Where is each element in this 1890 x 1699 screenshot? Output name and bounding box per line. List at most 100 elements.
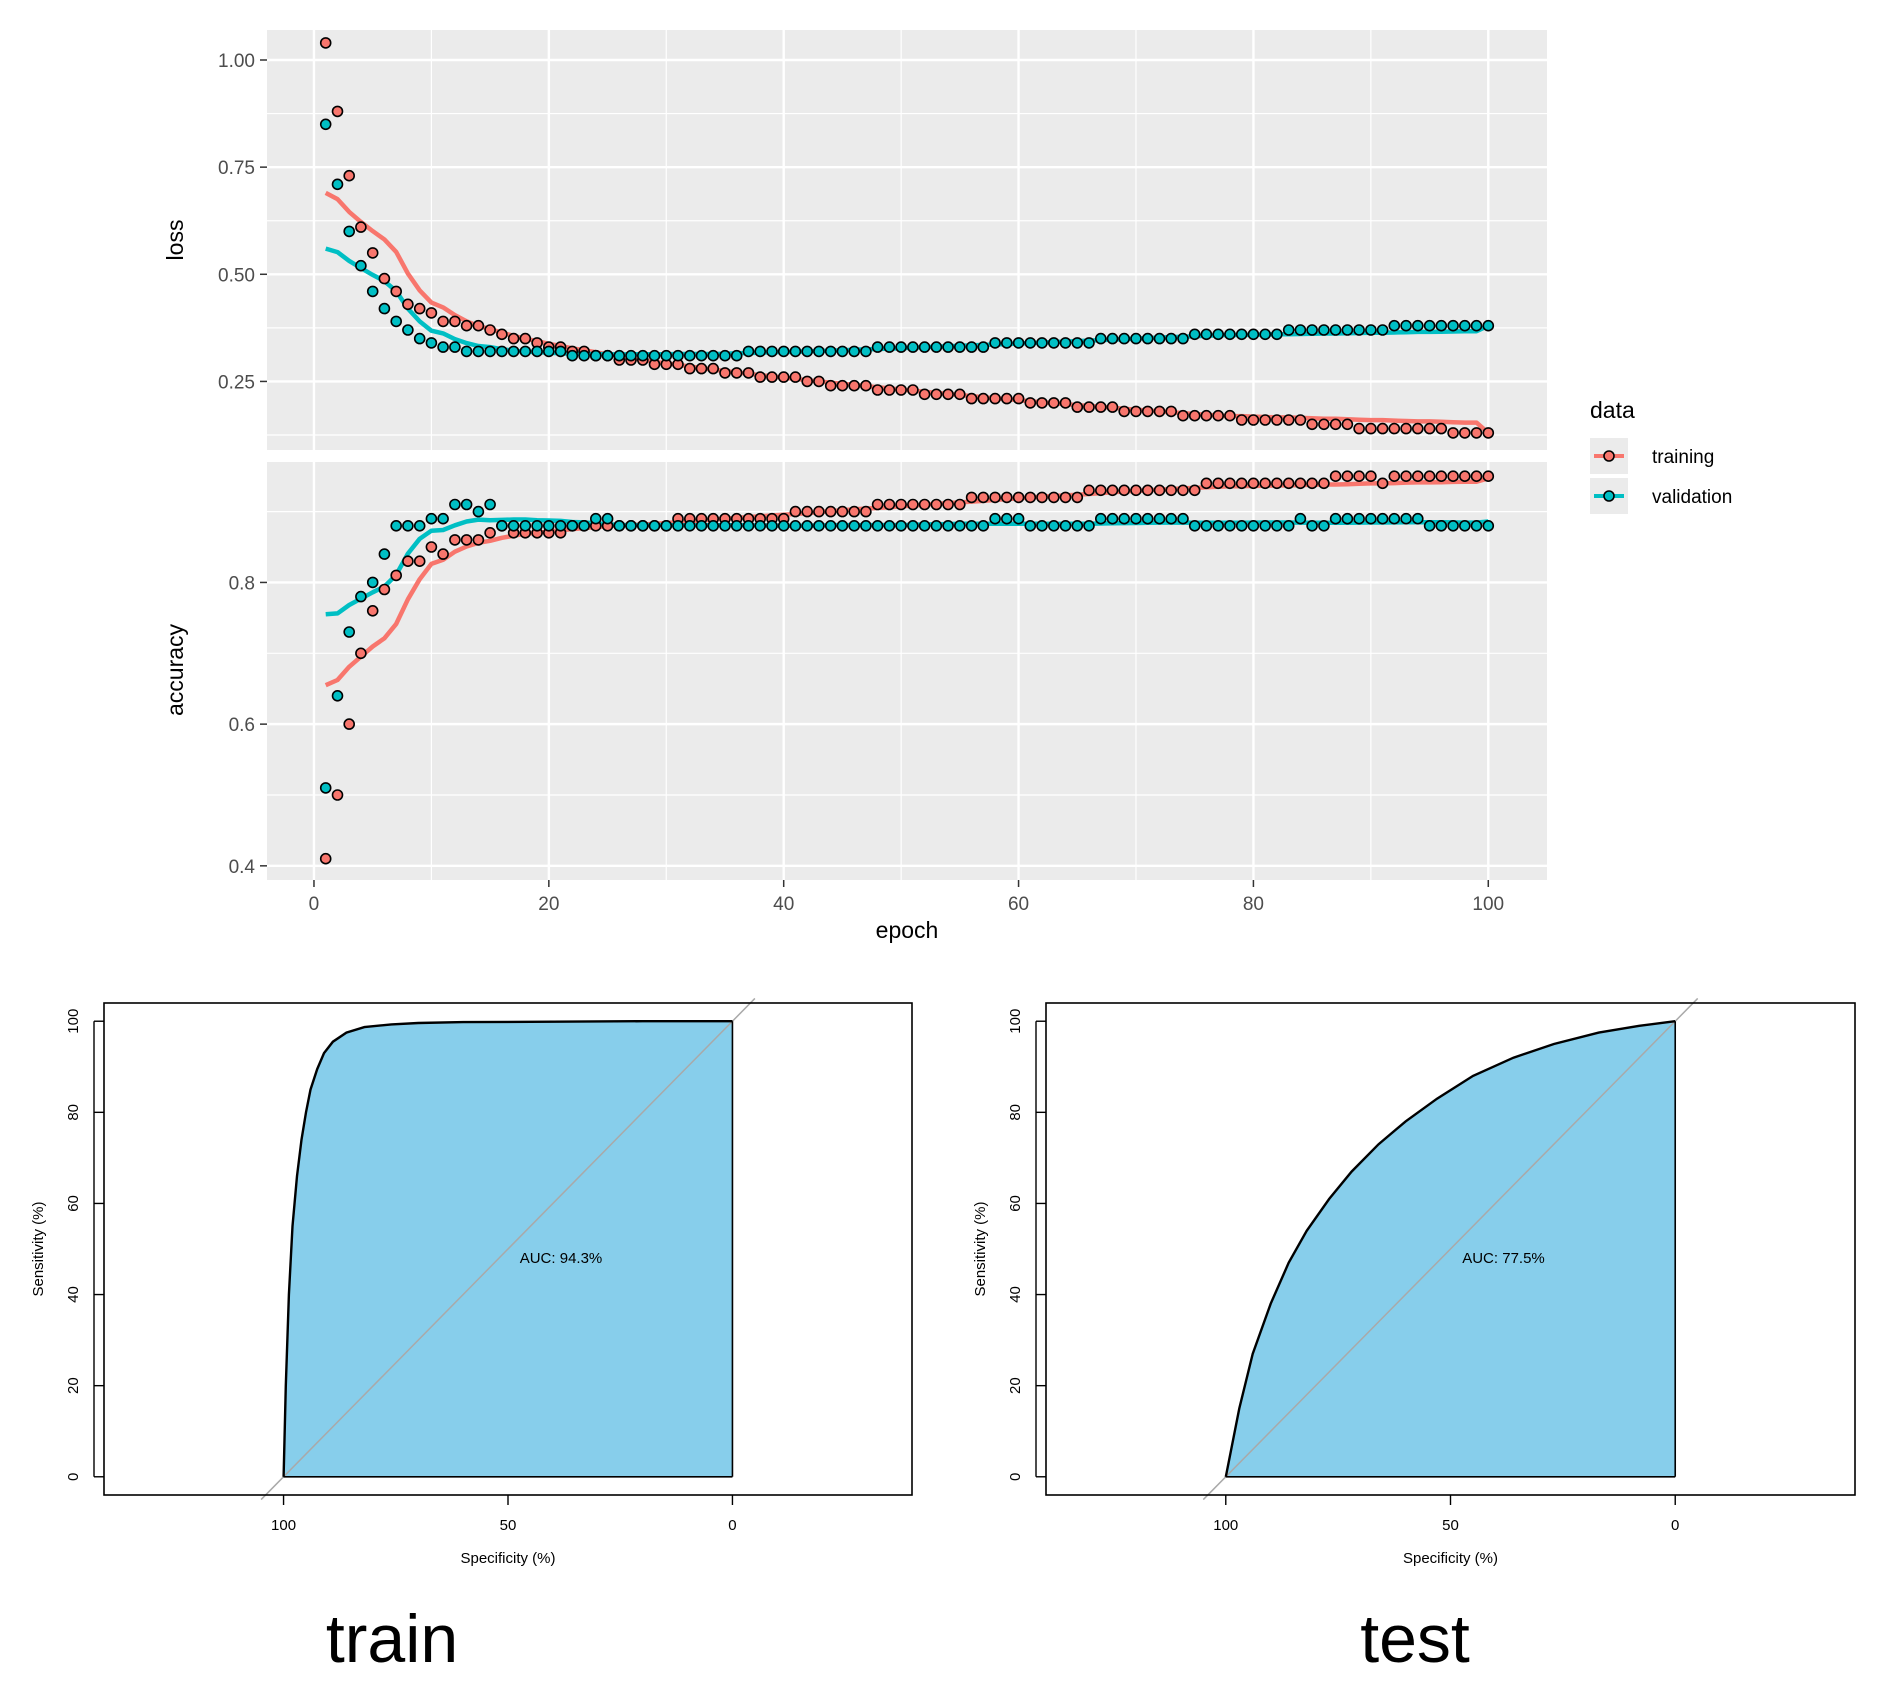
roc-x-tick-label: 100 <box>271 1517 296 1534</box>
accuracy-point-validation <box>660 519 673 532</box>
loss-point-training <box>390 285 403 298</box>
legend: data training validation <box>1590 397 1732 514</box>
loss-point-validation <box>1435 319 1448 332</box>
accuracy-point-validation <box>1024 519 1037 532</box>
accuracy-point-training <box>1353 470 1365 483</box>
accuracy-point-training <box>1388 470 1401 483</box>
loss-point-training <box>1200 409 1213 422</box>
loss-point-training <box>1365 422 1377 435</box>
loss-point-validation <box>331 178 344 191</box>
loss-point-validation <box>1341 324 1354 336</box>
loss-point-validation <box>719 349 731 362</box>
loss-point-validation <box>413 332 426 345</box>
roc-y-axis-title: Sensitivity (%) <box>30 1201 47 1296</box>
accuracy-point-training <box>1482 470 1495 483</box>
accuracy-point-training <box>1247 477 1260 490</box>
accuracy-point-validation <box>730 519 743 532</box>
accuracy-point-training <box>1412 470 1424 483</box>
loss-point-training <box>918 388 931 401</box>
loss-point-validation <box>1177 332 1189 345</box>
accuracy-point-training <box>390 569 403 582</box>
epoch-x-tick-label: 100 <box>1472 894 1504 915</box>
accuracy-point-validation <box>777 519 790 532</box>
accuracy-point-validation <box>1282 519 1295 532</box>
accuracy-point-validation <box>1388 512 1401 525</box>
accuracy-point-validation <box>707 519 720 532</box>
accuracy-point-validation <box>1235 519 1248 532</box>
loss-point-validation <box>813 345 825 358</box>
loss-point-training <box>437 315 449 328</box>
loss-point-training <box>754 371 767 383</box>
loss-point-validation <box>766 345 778 358</box>
loss-point-training <box>1282 414 1295 426</box>
loss-panel-background <box>267 30 1547 450</box>
accuracy-point-training <box>1329 470 1342 483</box>
loss-point-validation <box>1482 319 1495 332</box>
accuracy-point-training <box>343 718 356 730</box>
accuracy-point-validation <box>1341 512 1354 525</box>
accuracy-point-validation <box>824 519 837 532</box>
loss-point-training <box>1294 414 1307 426</box>
accuracy-point-training <box>953 498 966 511</box>
loss-point-training <box>1071 401 1084 413</box>
accuracy-y-ticks: 0.4 0.6 0.8 <box>229 573 267 878</box>
accuracy-point-validation <box>1000 512 1013 525</box>
loss-point-training <box>860 379 872 392</box>
loss-point-validation <box>660 349 673 362</box>
accuracy-point-validation <box>1083 519 1095 532</box>
loss-point-validation <box>1400 319 1412 332</box>
accuracy-panel: 0.4 0.6 0.8 accuracy 0 20 40 60 80 100 epoch <box>162 462 1547 943</box>
accuracy-point-validation <box>1095 512 1107 525</box>
roc-auc-annotation: AUC: 94.3% <box>520 1250 603 1267</box>
accuracy-point-training <box>484 526 496 539</box>
loss-point-validation <box>1083 337 1095 349</box>
accuracy-point-training <box>1048 491 1060 504</box>
loss-point-training <box>1165 405 1177 418</box>
accuracy-point-validation <box>1177 512 1189 525</box>
loss-point-validation <box>625 349 637 362</box>
accuracy-point-validation <box>413 519 426 532</box>
roc-y-tick-label: 0 <box>1007 1473 1024 1481</box>
loss-point-training <box>930 388 943 401</box>
roc-auc-annotation: AUC: 77.5% <box>1462 1250 1545 1267</box>
loss-point-training <box>1118 405 1130 418</box>
loss-point-validation <box>907 341 919 353</box>
loss-point-validation <box>942 341 954 353</box>
legend-label-validation: validation <box>1652 487 1732 508</box>
loss-point-training <box>1177 409 1189 422</box>
accuracy-point-validation <box>754 519 767 532</box>
loss-point-validation <box>1294 324 1307 336</box>
loss-point-training <box>1106 401 1119 413</box>
roc-x-axis-title: Specificity (%) <box>1403 1550 1498 1567</box>
loss-point-training <box>460 319 473 332</box>
roc-y-tick-label: 20 <box>1007 1377 1024 1394</box>
accuracy-point-validation <box>1353 512 1365 525</box>
loss-point-training <box>1036 397 1048 409</box>
accuracy-point-validation <box>1306 519 1318 532</box>
loss-point-validation <box>1271 328 1283 341</box>
loss-point-validation <box>496 345 508 358</box>
loss-point-training <box>695 362 708 375</box>
loss-point-validation <box>1259 328 1271 341</box>
loss-point-validation <box>895 341 907 353</box>
accuracy-point-validation <box>953 519 966 532</box>
loss-point-validation <box>531 345 543 358</box>
accuracy-point-training <box>1271 477 1283 490</box>
loss-point-training <box>1412 422 1424 435</box>
loss-y-tick-label: 0.25 <box>218 372 255 393</box>
loss-point-training <box>883 384 896 396</box>
accuracy-point-validation <box>390 519 403 532</box>
accuracy-point-validation <box>460 498 473 511</box>
accuracy-point-validation <box>1141 512 1154 525</box>
loss-point-training <box>766 371 778 383</box>
loss-point-training <box>1130 405 1142 418</box>
accuracy-point-training <box>1423 470 1436 483</box>
accuracy-point-validation <box>848 519 861 532</box>
accuracy-point-training <box>1200 477 1213 490</box>
roc-x-tick-label: 50 <box>500 1517 517 1534</box>
accuracy-point-validation <box>1118 512 1130 525</box>
accuracy-point-validation <box>1423 519 1436 532</box>
loss-point-validation <box>554 345 567 358</box>
accuracy-point-training <box>1447 470 1459 483</box>
